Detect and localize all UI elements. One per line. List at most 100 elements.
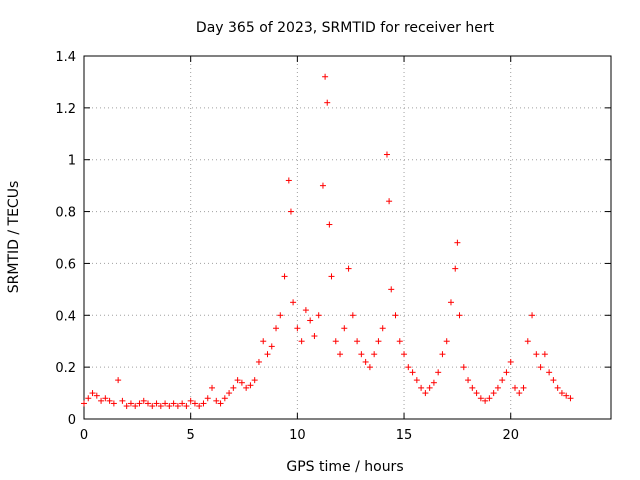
chart-title: Day 365 of 2023, SRMTID for receiver her… (196, 20, 495, 36)
data-point (204, 395, 211, 402)
data-point (260, 338, 267, 345)
data-point (89, 390, 96, 397)
data-point (127, 400, 134, 407)
data-points (81, 73, 574, 410)
data-point (247, 382, 254, 389)
axis-ticks: 0 0.2 0.4 0.6 0.8 1 1.2 1.4 0 5 10 15 20 (55, 50, 611, 443)
x-tick-label: 20 (502, 428, 519, 443)
data-point (119, 397, 126, 404)
data-point (337, 351, 344, 358)
data-point (85, 395, 92, 402)
data-point (264, 351, 271, 358)
data-point (187, 397, 194, 404)
data-point (196, 403, 203, 410)
data-point (366, 364, 373, 371)
data-point (550, 377, 557, 384)
data-point (287, 208, 294, 215)
data-point (354, 338, 361, 345)
grid (84, 56, 611, 419)
data-point (358, 351, 365, 358)
data-point (418, 384, 425, 391)
data-point (315, 312, 322, 319)
data-point (422, 390, 429, 397)
data-point (371, 351, 378, 358)
x-tick-label: 0 (80, 428, 88, 443)
data-point (268, 343, 275, 350)
data-point (554, 384, 561, 391)
data-point (477, 395, 484, 402)
data-point (490, 390, 497, 397)
y-tick-label: 0.6 (55, 257, 76, 272)
x-tick-label: 15 (396, 428, 413, 443)
data-point (319, 182, 326, 189)
y-tick-label: 1 (68, 154, 76, 169)
data-point (234, 377, 241, 384)
data-point (558, 390, 565, 397)
data-point (507, 358, 514, 365)
data-point (405, 364, 412, 371)
data-point (520, 384, 527, 391)
data-point (93, 392, 100, 399)
data-point (430, 379, 437, 386)
data-point (413, 377, 420, 384)
data-point (153, 400, 160, 407)
data-point (529, 312, 536, 319)
data-point (157, 403, 164, 410)
data-point (221, 395, 228, 402)
data-point (307, 317, 314, 324)
data-point (106, 397, 113, 404)
data-point (115, 377, 122, 384)
data-point (149, 403, 156, 410)
data-point (454, 239, 461, 246)
plot-frame (83, 55, 612, 420)
data-point (302, 307, 309, 314)
data-point (465, 377, 472, 384)
data-point (426, 384, 433, 391)
data-point (179, 400, 186, 407)
data-point (383, 151, 390, 158)
data-point (324, 99, 331, 106)
data-point (563, 392, 570, 399)
data-point (243, 384, 250, 391)
data-point (362, 358, 369, 365)
data-point (322, 73, 329, 80)
data-point (435, 369, 442, 376)
data-point (251, 377, 258, 384)
data-point (524, 338, 531, 345)
data-point (486, 395, 493, 402)
data-point (447, 299, 454, 306)
data-point (503, 369, 510, 376)
data-point (379, 325, 386, 332)
data-point (285, 177, 292, 184)
data-point (516, 390, 523, 397)
data-point (452, 265, 459, 272)
data-point (140, 397, 147, 404)
data-point (277, 312, 284, 319)
x-tick-label: 10 (289, 428, 306, 443)
data-point (81, 400, 87, 407)
data-point (345, 265, 352, 272)
data-point (145, 400, 152, 407)
data-point (409, 369, 416, 376)
data-point (332, 338, 339, 345)
data-point (494, 384, 501, 391)
data-point (230, 384, 237, 391)
data-point (328, 273, 335, 280)
data-point (183, 403, 190, 410)
data-point (98, 397, 105, 404)
data-point (174, 403, 181, 410)
x-tick-label: 5 (187, 428, 195, 443)
data-point (213, 397, 220, 404)
y-tick-label: 0 (68, 413, 76, 428)
data-point (273, 325, 280, 332)
data-point (255, 358, 262, 365)
x-axis-label: GPS time / hours (286, 459, 403, 475)
data-point (349, 312, 356, 319)
data-point (162, 400, 169, 407)
data-point (290, 299, 297, 306)
data-point (226, 390, 233, 397)
data-point (401, 351, 408, 358)
data-point (209, 384, 216, 391)
data-point (392, 312, 399, 319)
